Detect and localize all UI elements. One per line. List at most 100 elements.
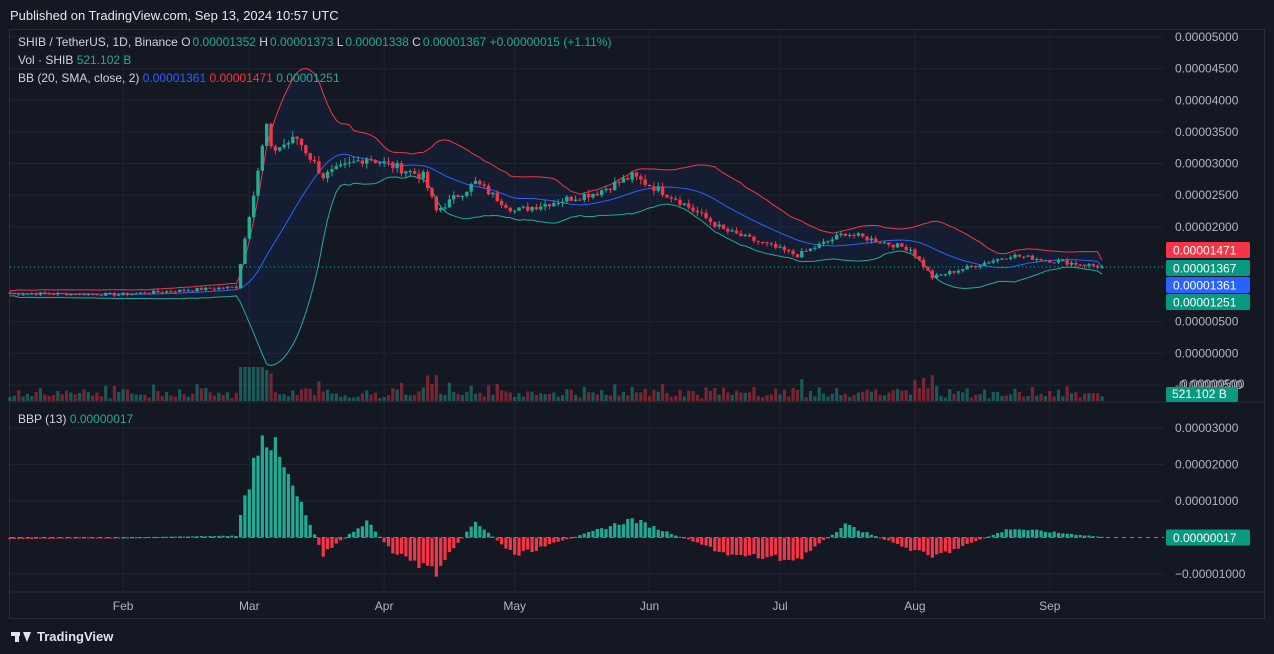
bbp-bar <box>86 537 90 539</box>
volume-bar <box>238 367 243 401</box>
volume-bar <box>395 389 399 401</box>
candle-body <box>499 200 504 206</box>
bbp-bar <box>917 537 921 551</box>
bbp-bar <box>639 519 643 538</box>
volume-bar <box>891 390 895 401</box>
candle-body <box>304 145 308 154</box>
footer <box>0 620 1274 654</box>
bbp-bar <box>843 523 847 538</box>
volume-bar <box>495 383 499 401</box>
volume-bar <box>312 395 317 401</box>
bbp-bar <box>191 536 195 538</box>
volume-bar <box>978 394 982 401</box>
candle-body <box>599 190 604 196</box>
chart-frame[interactable] <box>9 29 1265 619</box>
volume-bar <box>443 395 447 401</box>
price-axis: 0.00005000 0.00004500 0.00004000 0.00003500… <box>1166 30 1250 402</box>
bbp-bar <box>695 537 699 543</box>
bbp-bar <box>652 525 656 538</box>
brand-name: TradingView <box>37 629 114 644</box>
volume-bar <box>1078 397 1082 401</box>
volume-bar <box>308 388 312 401</box>
candle-body <box>769 243 774 245</box>
volume-bar <box>965 388 969 401</box>
candle-body <box>460 195 465 198</box>
volume-bar <box>922 377 926 401</box>
candle-body <box>273 146 278 151</box>
volume-bar <box>278 394 282 401</box>
bbp-bar <box>721 537 726 553</box>
bbp-bar <box>1039 530 1043 538</box>
candle-body <box>847 234 852 236</box>
volume-bar <box>60 394 64 401</box>
bbp-bar <box>556 537 560 542</box>
bbp-bar <box>417 537 421 569</box>
bbp-bar <box>608 526 612 538</box>
volume-bar <box>30 395 34 401</box>
volume-bar <box>212 395 217 401</box>
bbp-bar <box>434 537 438 577</box>
volume-bar <box>795 389 800 401</box>
bbp-bar <box>621 524 626 538</box>
volume-bar <box>626 395 630 401</box>
candle-body <box>1078 264 1082 266</box>
candle-body <box>8 292 12 294</box>
volume-bar <box>604 394 608 401</box>
candle-body <box>978 265 982 267</box>
tradingview-logo[interactable]: TradingView <box>11 629 113 644</box>
bbp-bar <box>30 537 34 540</box>
candle-body <box>839 233 843 235</box>
volume-bar <box>687 390 691 401</box>
candle-body <box>108 293 112 295</box>
volume-bar <box>608 395 612 401</box>
bbp-bar <box>713 537 717 552</box>
bbp-bar <box>578 535 582 538</box>
legend-vol-label: Vol · SHIB <box>18 53 74 67</box>
volume-bar <box>643 388 647 401</box>
volume-bar <box>1082 393 1087 401</box>
volume-bar <box>299 389 304 401</box>
bbp-bar <box>408 537 412 561</box>
volume-bar <box>413 394 417 401</box>
bbp-bar <box>404 537 408 557</box>
candle-body <box>586 194 591 198</box>
volume-bar <box>191 393 195 401</box>
legend-bb-label: BB (20, SMA, close, 2) <box>18 71 140 85</box>
price-axis-label: 0.00003500 <box>1175 125 1239 139</box>
volume-bar <box>465 392 469 401</box>
volume-bar <box>534 394 539 401</box>
bbp-bar <box>543 537 547 547</box>
volume-bar <box>486 385 491 401</box>
candle-body <box>312 159 317 162</box>
legend-bbp-label: BBP (13) <box>18 412 67 426</box>
volume-bar <box>756 395 760 401</box>
candle-body <box>234 286 238 289</box>
bbp-bar <box>1069 533 1074 538</box>
bbp-bar <box>1000 532 1004 538</box>
candle-body <box>182 289 186 291</box>
volume-bar <box>521 396 525 401</box>
volume-bar <box>682 396 686 401</box>
candle-body <box>1056 260 1061 263</box>
volume-bar <box>456 394 460 401</box>
candle-body <box>425 171 430 189</box>
candle-body <box>613 181 617 191</box>
candle-body <box>887 242 891 245</box>
candle-body <box>295 136 299 139</box>
candle-body <box>900 243 904 247</box>
bbp-bar <box>317 537 321 545</box>
bbp-bar <box>604 529 608 538</box>
candle-body <box>526 206 530 211</box>
price-axis-label: 0.00003000 <box>1175 157 1239 171</box>
bbp-bar <box>460 537 465 539</box>
candle-body <box>865 236 869 241</box>
candle-body <box>834 234 839 240</box>
candle-body <box>547 204 552 207</box>
volume-bar <box>539 393 543 401</box>
volume-bar <box>717 394 721 401</box>
bbp-bar <box>839 528 843 538</box>
volume-bar <box>630 386 634 401</box>
volume-bar <box>1013 388 1017 401</box>
volume-bar <box>260 367 264 401</box>
